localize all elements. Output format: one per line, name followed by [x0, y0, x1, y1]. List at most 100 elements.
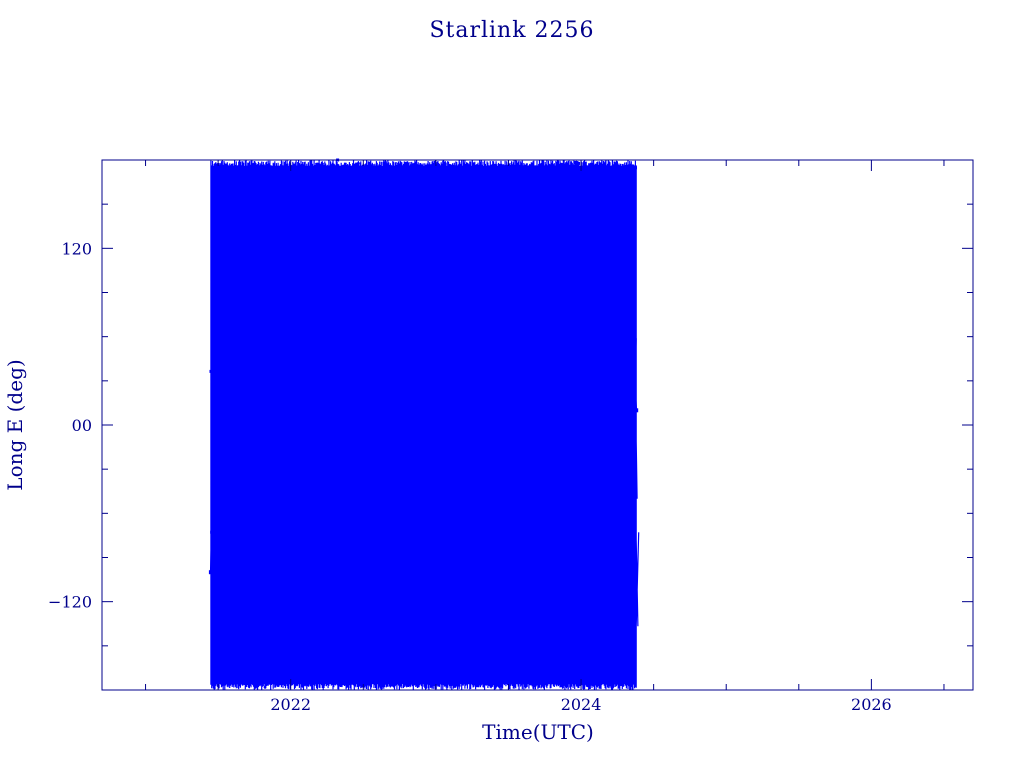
series-point: [264, 329, 268, 333]
series-point: [544, 269, 548, 273]
series-point: [278, 384, 282, 388]
series-point: [342, 190, 346, 194]
series-point: [470, 456, 474, 460]
series-point: [240, 584, 244, 588]
series-point: [561, 641, 564, 645]
series-point: [291, 458, 295, 462]
series-point: [311, 514, 314, 518]
series-point: [344, 607, 348, 611]
series-point: [618, 613, 622, 617]
series-layer: [208, 158, 640, 690]
series-point: [521, 526, 525, 531]
series-point: [610, 534, 614, 538]
series-point: [544, 333, 548, 337]
series-point: [629, 574, 633, 578]
series-point: [553, 175, 557, 179]
series-point: [473, 528, 477, 532]
series-point: [294, 334, 298, 338]
series-point: [323, 534, 327, 538]
series-point: [460, 648, 464, 652]
series-point: [476, 601, 480, 605]
series-point: [502, 347, 506, 351]
series-point: [253, 532, 257, 536]
series-point: [493, 474, 497, 478]
series-point: [588, 472, 592, 476]
series-point: [210, 251, 214, 255]
series-point: [438, 466, 442, 470]
series-point: [308, 622, 312, 626]
series-point: [307, 577, 311, 581]
series-point: [316, 195, 320, 199]
series-point: [440, 673, 444, 676]
series-point: [446, 421, 450, 425]
series-point: [419, 579, 423, 583]
series-point: [519, 186, 523, 190]
series-point: [315, 389, 319, 393]
series-point: [279, 474, 283, 478]
series-point: [583, 486, 587, 490]
series-point: [358, 429, 362, 433]
series-point: [346, 680, 351, 685]
series-point: [229, 325, 233, 329]
series-point: [340, 554, 343, 558]
series-point: [498, 247, 501, 251]
series-point: [379, 438, 383, 442]
series-point: [431, 650, 435, 654]
y-tick-label: 120: [61, 239, 92, 258]
series-point: [362, 258, 366, 262]
series-point: [432, 419, 436, 422]
series-point: [453, 228, 457, 232]
series-point: [394, 441, 398, 445]
series-point: [564, 305, 569, 310]
series-point: [407, 458, 411, 462]
series-point: [482, 613, 486, 617]
series-point: [303, 451, 307, 455]
series-point: [470, 654, 474, 658]
series-point: [295, 552, 299, 556]
series-point: [501, 306, 505, 309]
series-point: [425, 274, 429, 278]
series-point: [468, 419, 472, 423]
series-point: [561, 509, 565, 513]
series-point: [356, 620, 360, 624]
series-point: [365, 593, 369, 597]
series-point: [478, 235, 482, 239]
series-point: [461, 442, 465, 445]
series-point: [500, 500, 504, 504]
series-point: [383, 601, 387, 605]
series-point: [389, 683, 392, 687]
series-point: [284, 207, 288, 211]
series-point: [429, 346, 433, 349]
series-point: [320, 298, 324, 302]
series-point: [365, 669, 369, 673]
series-point: [323, 545, 327, 549]
series-point: [235, 530, 239, 534]
series-point: [540, 210, 544, 213]
series-point: [504, 396, 508, 400]
series-point: [433, 467, 438, 472]
series-point: [305, 293, 309, 297]
series-point: [491, 166, 495, 170]
series-point: [286, 501, 290, 505]
series-point: [411, 611, 415, 615]
series-point: [427, 291, 431, 295]
series-point: [503, 185, 507, 189]
series-point: [487, 338, 490, 342]
series-point: [369, 527, 373, 531]
series-point: [441, 531, 445, 535]
series-point: [309, 395, 313, 399]
series-point: [286, 405, 290, 409]
series-point: [387, 565, 391, 569]
series-point: [491, 523, 495, 526]
series-point: [571, 354, 575, 358]
series-point: [213, 191, 216, 195]
series-point: [378, 240, 382, 244]
series-point: [601, 479, 605, 483]
series-point: [326, 528, 330, 532]
series-point: [605, 544, 608, 548]
series-point: [598, 175, 602, 179]
series-point: [495, 351, 499, 355]
series-point: [479, 341, 483, 345]
series-point: [471, 224, 475, 228]
series-point: [481, 676, 485, 680]
